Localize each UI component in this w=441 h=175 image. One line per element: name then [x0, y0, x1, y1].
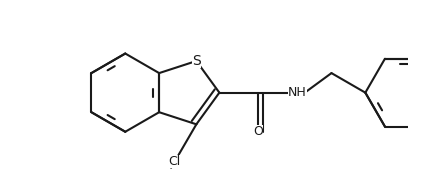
- Text: NH: NH: [288, 86, 307, 99]
- Text: Cl: Cl: [168, 155, 181, 168]
- Text: O: O: [254, 125, 263, 138]
- Text: S: S: [192, 54, 201, 68]
